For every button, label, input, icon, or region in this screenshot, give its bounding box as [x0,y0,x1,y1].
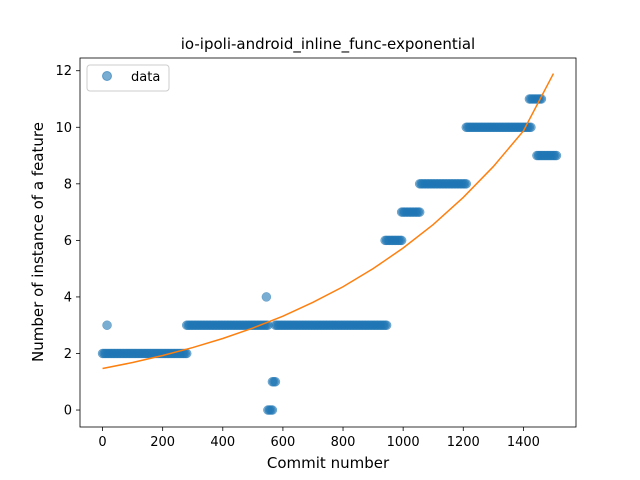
y-tick-label: 10 [55,121,72,136]
data-point [381,320,392,330]
x-tick-label: 1000 [387,435,420,450]
x-tick-label: 1400 [507,435,540,450]
fit-line [102,73,555,370]
x-tick-label: 400 [210,435,235,450]
y-tick-label: 0 [64,404,72,419]
x-tick-label: 800 [331,435,356,450]
chart-title: io-ipoli-android_inline_func-exponential [181,35,475,54]
y-ticks: 0 2 4 6 8 10 12 [55,64,80,419]
legend: data [86,64,170,92]
data-point [267,405,278,415]
x-tick-label: 200 [150,435,175,450]
data-point [461,179,472,189]
x-axis-label: Commit number [267,454,390,472]
x-tick-label: 0 [98,435,106,450]
data-point [261,292,272,302]
y-tick-label: 8 [64,177,72,192]
y-tick-label: 2 [64,347,72,362]
data-point [551,150,562,161]
x-tick-label: 600 [270,435,295,450]
x-ticks: 0 200 400 600 800 1000 1200 1400 [98,427,540,450]
data-point [270,377,281,387]
data-point [102,320,112,330]
data-point [396,235,407,246]
legend-label-data: data [131,70,160,85]
data-point [414,207,425,217]
y-axis-label: Number of instance of a feature [29,122,47,362]
legend-marker-data [102,71,112,81]
axes [79,57,577,428]
y-tick-label: 12 [55,64,72,79]
y-tick-label: 6 [64,234,72,249]
y-tick-label: 4 [64,290,72,305]
axes-frame [79,57,577,428]
x-tick-label: 1200 [447,435,480,450]
plot-area [97,73,562,415]
data-point [526,122,536,133]
